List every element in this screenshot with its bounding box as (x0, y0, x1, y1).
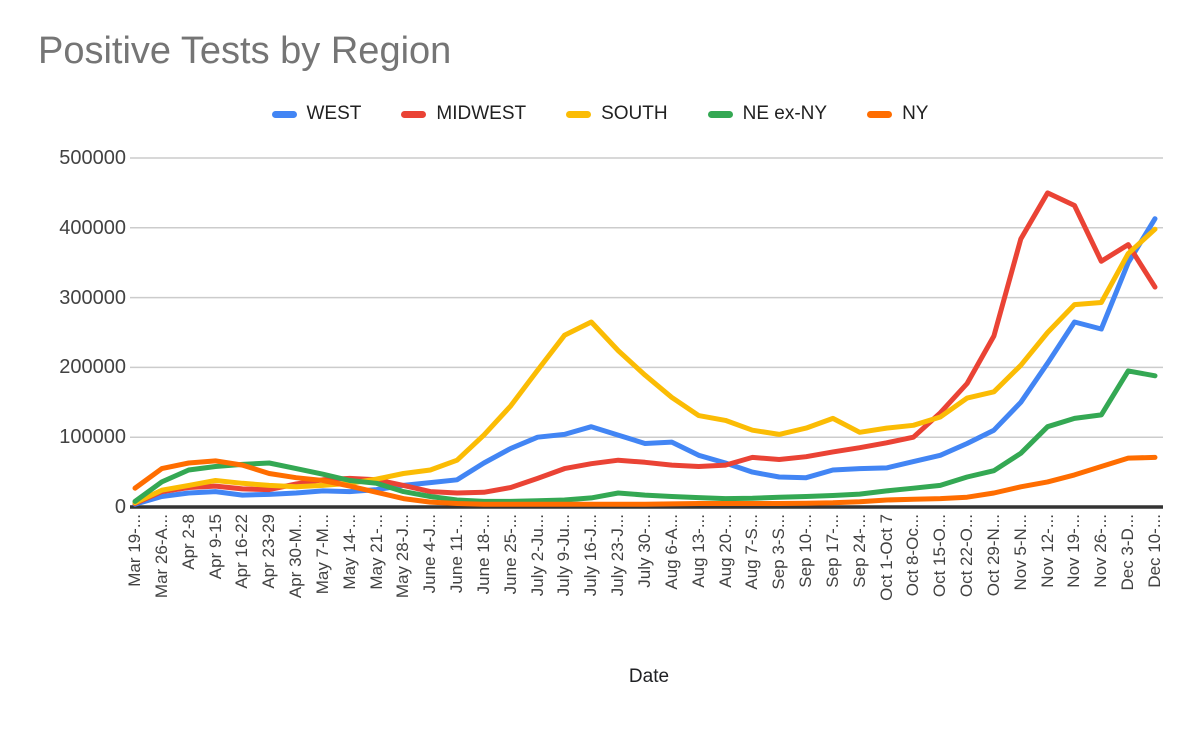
x-tick-label: Oct 8-Oc... (903, 514, 923, 597)
x-tick-label: Oct 22-O... (957, 514, 977, 598)
chart-title: Positive Tests by Region (38, 30, 452, 72)
legend-swatch-west (271, 110, 297, 118)
y-tick-label: 500000 (59, 147, 126, 169)
x-tick-label: July 30-... (635, 514, 654, 588)
x-tick-label: June 4-J... (420, 514, 440, 594)
legend-label: SOUTH (601, 103, 668, 124)
legend-item-ne-ex-ny[interactable]: NE ex-NY (707, 103, 828, 125)
x-tick-label: Oct 15-O... (930, 514, 950, 598)
y-tick-label: 0 (114, 496, 126, 518)
legend-swatch-midwest (401, 110, 427, 118)
x-tick-label: July 16-J... (581, 514, 601, 597)
x-tick-label: July 9-Ju... (554, 514, 574, 597)
legend: WEST MIDWEST SOUTH NE ex-NY NY (0, 100, 1200, 128)
x-tick-label: Aug 6-A... (661, 514, 681, 590)
legend-swatch-ne-ex-ny (707, 110, 733, 118)
x-tick-label: Sep 3-S... (769, 514, 789, 590)
x-tick-label: Nov 26-... (1091, 514, 1111, 588)
legend-item-midwest[interactable]: MIDWEST (401, 103, 526, 125)
x-tick-label: June 11-... (447, 514, 467, 594)
x-tick-label: May 7-M... (312, 514, 332, 595)
series-line-midwest[interactable] (132, 190, 1158, 506)
x-tick-label: May 14-... (339, 514, 359, 590)
x-tick-label: Apr 23-29 (259, 514, 279, 589)
x-axis-title: Date (628, 666, 670, 687)
x-tick-label: Sep 24-... (849, 514, 869, 588)
series-line-ny[interactable] (132, 454, 1158, 507)
x-tick-label: Apr 9-15 (205, 514, 225, 580)
series-line-south[interactable] (132, 226, 1158, 506)
x-tick-label: Sep 17-... (822, 514, 842, 588)
series-line-ne-ex-ny[interactable] (132, 368, 1158, 504)
x-tick-label: June 18-... (473, 514, 493, 595)
x-tick-label: Aug 20-... (715, 514, 735, 588)
legend-item-south[interactable]: SOUTH (566, 103, 668, 125)
x-tick-label: Nov 5-N... (1010, 514, 1030, 591)
x-tick-label: July 2-Ju... (527, 514, 547, 597)
legend-swatch-south (566, 110, 592, 118)
x-tick-label: Apr 2-8 (178, 514, 198, 570)
legend-label: MIDWEST (436, 103, 527, 124)
x-tick-label: Dec 3-D... (1118, 514, 1138, 591)
y-tick-label: 300000 (59, 286, 126, 309)
x-tick-label: Nov 12-... (1037, 514, 1057, 588)
legend-swatch-ny (867, 110, 893, 118)
y-tick-label: 400000 (59, 216, 126, 239)
legend-item-west[interactable]: WEST (271, 103, 362, 125)
y-tick-label: 200000 (59, 356, 126, 379)
y-tick-label: 100000 (59, 426, 126, 449)
x-tick-label: June 25-... (500, 514, 520, 595)
x-tick-label: Aug 13-... (688, 514, 708, 588)
x-tick-label: Sep 10-... (796, 514, 816, 588)
x-tick-label: Aug 7-S... (742, 514, 762, 590)
x-tick-label: May 21-... (366, 514, 386, 590)
legend-label: WEST (306, 103, 362, 124)
x-tick-label: Apr 30-M... (286, 514, 306, 599)
x-tick-label: May 28-J... (393, 514, 413, 599)
series-line-west[interactable] (132, 216, 1158, 507)
x-tick-label: Apr 16-22 (232, 514, 252, 589)
legend-item-ny[interactable]: NY (867, 103, 928, 125)
legend-label: NY (902, 103, 929, 124)
x-tick-label: Mar 19-... (125, 514, 144, 587)
x-tick-label: Oct 29-N... (983, 514, 1003, 597)
legend-label: NE ex-NY (742, 103, 828, 124)
x-tick-label: Oct 1-Oct 7 (876, 514, 896, 601)
x-tick-label: July 23-J... (608, 514, 628, 597)
x-tick-label: Mar 26-A... (151, 514, 171, 599)
x-tick-label: Nov 19-... (1064, 514, 1084, 588)
x-tick-label: Dec 10-... (1145, 514, 1164, 588)
